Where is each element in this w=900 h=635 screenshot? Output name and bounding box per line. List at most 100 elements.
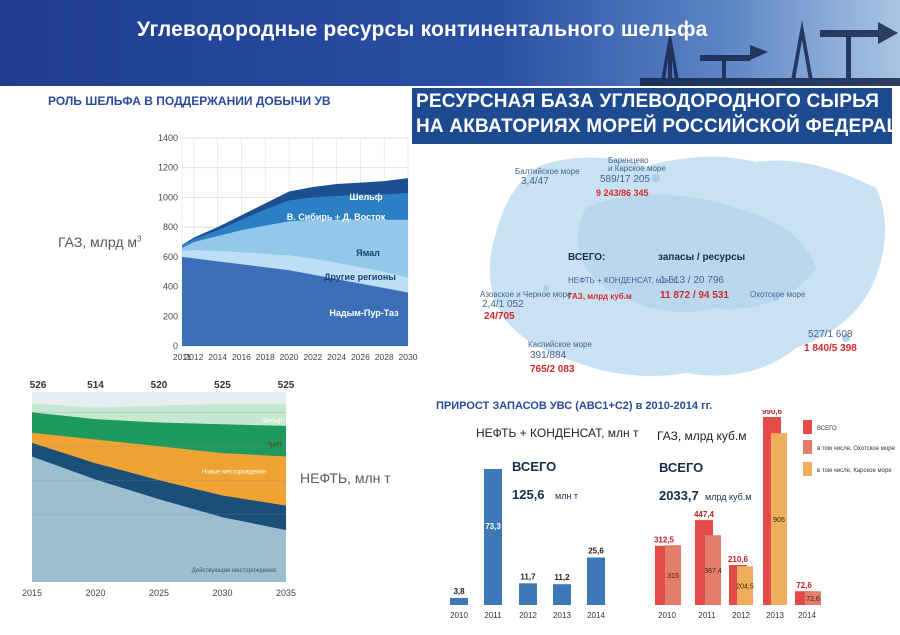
oil-bar [450, 597, 468, 605]
oil-total-label: 514 [87, 380, 104, 391]
oil-increase-bar-chart: НЕФТЬ + КОНДЕНСАТ, млн т ВСЕГО 125,6 млн т 3… [450, 426, 639, 620]
map-reserves-label: запасы / ресурсы [658, 252, 746, 263]
map-baltic-label: Балтийское море [515, 167, 580, 176]
gas-x-tick: 2016 [232, 352, 251, 362]
gas-x-tick: 2030 [399, 352, 418, 362]
map-baltic-value: 3,4/47 [521, 176, 549, 187]
shelf-role-title: РОЛЬ ШЕЛЬФА В ПОДДЕРЖАНИИ ДОБЫЧИ УВ [48, 94, 331, 108]
gas-bar-okhotsk-value: 367,4 [704, 568, 722, 575]
map-gas-value: 11 872 / 94 531 [660, 290, 729, 301]
oil-bar-value: 3,8 [453, 587, 465, 596]
gas-x-tick: 2012 [184, 352, 203, 362]
map-oil-cond-label: НЕФТЬ + КОНДЕНСАТ, млн т [568, 276, 677, 285]
gas-bar-okhotsk-value: 315 [667, 573, 679, 580]
oil-bar [587, 557, 605, 605]
oil-total-label: 526 [30, 380, 47, 391]
map-barents-label-1: Баренцево [608, 156, 649, 165]
gas-label-nadym: Надым-Пур-Таз [329, 308, 399, 318]
legend-total-label: ВСЕГО [817, 426, 837, 432]
gas-bars-total-unit: млрд куб.м [705, 492, 751, 502]
oil-x-tick: 2025 [149, 588, 169, 598]
gas-bar-kara [737, 566, 753, 605]
page-title: Углеводородные ресурсы континентального … [137, 18, 708, 41]
oil-label-shelf: Шельф [262, 419, 282, 425]
oil-bars-total-label: ВСЕГО [512, 459, 556, 474]
gas-x-tick: 2020 [280, 352, 299, 362]
oil-label-new: Новые месторождения [202, 469, 266, 475]
header-banner: Углеводородные ресурсы континентального … [0, 0, 900, 86]
oil-area-chart: 2015 526 2020 514 2025 520 2030 525 2035 525 Шельф… [22, 380, 296, 598]
gas-bar-total-value: 990,6 [762, 410, 783, 416]
gas-bars-title: ГАЗ, млрд куб.м [657, 429, 746, 443]
oil-x-tick: 2020 [85, 588, 105, 598]
gas-unit-label: ГАЗ, млрд м3 [58, 234, 141, 250]
gas-bar-total-value: 210,6 [728, 555, 749, 564]
gas-label-shelf: Шельф [349, 192, 382, 202]
map-azov-label: Азовское и Черное море [480, 290, 572, 299]
gas-bars-total-value: 2033,7 [659, 488, 699, 503]
map-caspian-value: 391/884 [530, 350, 567, 361]
map-barents-value: 589/17 205 [600, 174, 651, 185]
gas-x-tick: 2022 [303, 352, 322, 362]
gas-y-tick: 1000 [158, 192, 178, 202]
oil-bars-total-value: 125,6 [512, 487, 545, 502]
gas-y-tick: 1400 [158, 133, 178, 143]
gas-y-tick: 0 [173, 341, 178, 351]
gas-x-tick: 2026 [351, 352, 370, 362]
gas-x-tick: 2028 [375, 352, 394, 362]
legend-kara-label: в том числе, Карское море [817, 468, 892, 474]
oil-unit-label: НЕФТЬ, млн т [300, 470, 391, 486]
gas-label-west-siberia: В. Сибирь + Д. Восток [287, 212, 386, 222]
gas-bar-total-value: 72,6 [796, 581, 812, 590]
gas-label-other: Другие регионы [324, 272, 396, 282]
gas-bar-total-value: 312,5 [654, 536, 675, 545]
gas-bar-kara-value: 204,5 [736, 584, 754, 591]
oil-x-tick: 2015 [22, 588, 42, 598]
gas-unit-sup: 3 [137, 234, 142, 244]
oil-bar-value: 11,2 [554, 573, 570, 582]
map-caspian-red: 765/2 083 [530, 364, 575, 375]
oil-bars-total-unit: млн т [555, 491, 578, 501]
legend-okhotsk-label: в том числе, Охотское море [817, 446, 895, 452]
oil-x-tick: 2035 [276, 588, 296, 598]
gas-x-tick: 2018 [256, 352, 275, 362]
map-azov-value: 2,4/1 052 [482, 299, 524, 310]
oil-total-label: 520 [151, 380, 168, 391]
gas-area-nadym [182, 256, 408, 346]
gas-y-tick: 800 [163, 222, 178, 232]
gas-y-tick: 1200 [158, 163, 178, 173]
gas-x-tick: 2014 [208, 352, 227, 362]
gas-bar-year: 2012 [732, 611, 750, 620]
russia-map [489, 156, 886, 376]
gas-bar-year: 2013 [766, 611, 784, 620]
oil-bar-year: 2013 [553, 611, 571, 620]
oil-bar [519, 583, 537, 605]
gas-x-tick: 2024 [327, 352, 346, 362]
oil-bar-value: 11,7 [520, 572, 536, 581]
gas-bar-year: 2014 [798, 611, 816, 620]
legend-okhotsk-swatch [803, 440, 812, 454]
oil-bar-year: 2014 [587, 611, 605, 620]
oil-area-existing [32, 456, 286, 582]
oil-bar-value: 73,3 [485, 522, 501, 531]
oil-total-label: 525 [214, 380, 231, 391]
resource-base-title: РЕСУРСНАЯ БАЗА УГЛЕВОДОРОДНОГО СЫРЬЯ НА … [412, 88, 900, 144]
gas-unit-text: ГАЗ, млрд м [58, 234, 138, 250]
gas-x-tick: 2011 [173, 352, 192, 362]
reserves-increase-title: ПРИРОСТ ЗАПАСОВ УВС (АВС1+С2) в 2010-201… [436, 400, 713, 412]
oil-bar-year: 2011 [484, 611, 502, 620]
legend-kara-swatch [803, 462, 812, 476]
oil-bar-value: 25,6 [588, 547, 604, 556]
oil-bar-year: 2010 [450, 611, 468, 620]
oil-bar-year: 2012 [519, 611, 537, 620]
map-far-red: 1 840/5 398 [804, 343, 857, 354]
oil-rig-silhouettes [640, 20, 900, 86]
oil-label-triz: ТрИЗ [267, 442, 282, 448]
oil-x-tick: 2030 [212, 588, 232, 598]
map-total-label: ВСЕГО: [568, 252, 606, 263]
gas-bar-okhotsk [665, 545, 681, 605]
oil-bar [484, 469, 502, 605]
gas-bar-year: 2011 [698, 611, 716, 620]
oil-bar [553, 584, 571, 605]
